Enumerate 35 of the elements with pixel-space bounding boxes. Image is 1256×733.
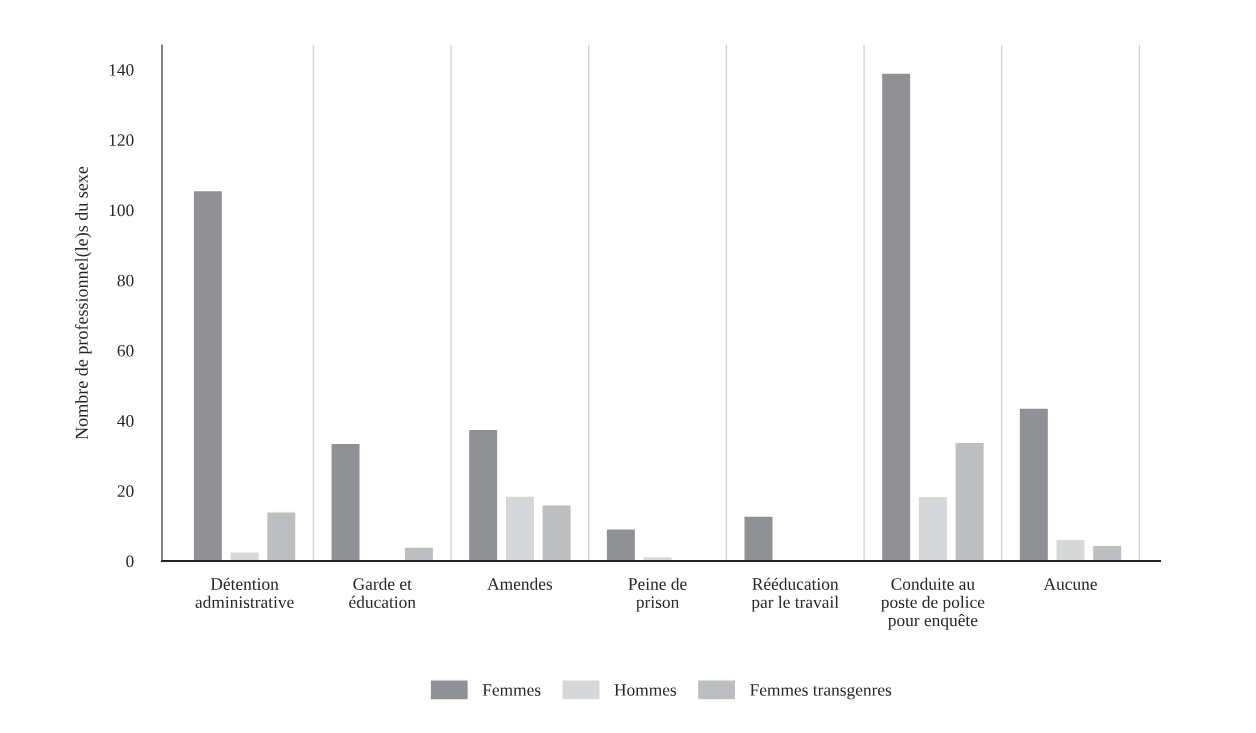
- y-axis-title: Nombre de professionnel(le)s du sexe: [74, 166, 92, 440]
- x-tick-label: Aucune: [1043, 578, 1097, 590]
- x-tick-label: Amendes: [487, 577, 553, 590]
- bar: [504, 495, 536, 561]
- y-tick-label: 20: [117, 485, 134, 497]
- legend-label: Hommes: [614, 684, 677, 696]
- bar: [330, 442, 361, 561]
- legend-label: Femmes transgenres: [750, 684, 892, 700]
- bar: [1055, 538, 1086, 561]
- bar: [880, 72, 912, 561]
- y-tick-label: 140: [109, 64, 134, 76]
- bar: [917, 495, 949, 561]
- bar: [265, 511, 297, 561]
- x-tick-label: Garde et éducation: [349, 577, 416, 609]
- bar: [743, 515, 774, 561]
- y-tick-label: 40: [117, 415, 134, 427]
- bar: [192, 189, 224, 561]
- bar: [1091, 544, 1123, 561]
- y-tick-label: 0: [126, 555, 134, 568]
- legend-label: Femmes: [482, 684, 541, 696]
- bar: [1018, 407, 1050, 561]
- bar: [954, 441, 985, 561]
- x-tick-label: Conduite au poste de police pour enquête: [881, 577, 985, 630]
- y-tick-label: 60: [117, 344, 134, 357]
- bar: [467, 428, 499, 561]
- x-tick-label: Peine de prison: [628, 577, 687, 612]
- y-tick-label: 100: [109, 204, 134, 217]
- bar: [541, 504, 572, 561]
- bar: [229, 551, 260, 561]
- x-tick-label: Rééducation par le travail: [751, 577, 839, 612]
- bar: [605, 528, 637, 561]
- bar: [403, 546, 435, 561]
- x-tick-label: Détention administrative: [195, 577, 294, 609]
- y-tick-label: 80: [117, 274, 134, 287]
- y-tick-label: 120: [109, 134, 134, 146]
